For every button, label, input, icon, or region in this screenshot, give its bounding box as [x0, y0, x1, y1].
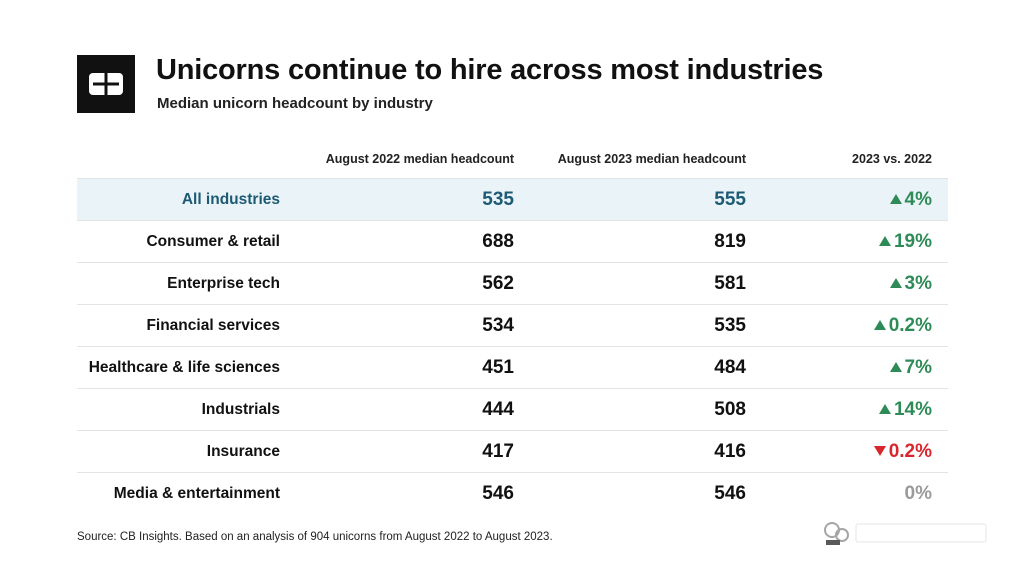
value-aug-2022: 546 [482, 483, 514, 504]
table-row: Media & entertainment 546 546 0% [77, 472, 948, 514]
page-subtitle: Median unicorn headcount by industry [157, 95, 433, 112]
change-value: 7% [889, 347, 932, 388]
cb-logo-icon [89, 73, 123, 95]
triangle-up-icon [878, 403, 891, 414]
change-percent: 3% [904, 273, 932, 294]
change-percent: 7% [904, 357, 932, 378]
industry-label: Industrials [201, 401, 280, 418]
industry-label: Insurance [206, 443, 280, 460]
value-aug-2023: 581 [714, 273, 746, 294]
value-aug-2023: 535 [714, 315, 746, 336]
industry-label: Consumer & retail [146, 233, 280, 250]
value-aug-2022: 417 [482, 441, 514, 462]
value-aug-2022: 688 [482, 231, 514, 252]
table-row: Insurance 417 416 0.2% [77, 430, 948, 472]
table-row: Financial services 534 535 0.2% [77, 304, 948, 346]
triangle-up-icon [889, 361, 902, 372]
value-aug-2022: 535 [482, 189, 514, 210]
wechat-watermark-icon [824, 522, 987, 545]
change-percent: 0% [904, 483, 932, 504]
watermark [820, 516, 1000, 550]
column-header-change: 2023 vs. 2022 [852, 152, 932, 166]
change-percent: 0.2% [888, 315, 932, 336]
change-percent: 4% [904, 189, 932, 210]
change-value: 14% [878, 389, 932, 430]
change-value: 0.2% [873, 431, 932, 472]
value-aug-2022: 562 [482, 273, 514, 294]
triangle-up-icon [873, 319, 886, 330]
table-row: Enterprise tech 562 581 3% [77, 262, 948, 304]
value-aug-2022: 451 [482, 357, 514, 378]
page-title: Unicorns continue to hire across most in… [156, 54, 824, 86]
triangle-up-icon [878, 235, 891, 246]
industry-label: All industries [181, 191, 280, 208]
industry-label: Healthcare & life sciences [88, 359, 280, 376]
table-row: Consumer & retail 688 819 19% [77, 220, 948, 262]
value-aug-2023: 484 [714, 357, 746, 378]
table-row: Healthcare & life sciences 451 484 7% [77, 346, 948, 388]
table-header: August 2022 median headcount August 2023… [77, 145, 948, 178]
triangle-down-icon [873, 445, 886, 456]
value-aug-2023: 555 [714, 189, 746, 210]
column-header-aug-2022: August 2022 median headcount [325, 152, 514, 166]
cb-insights-logo [77, 55, 135, 113]
change-percent: 0.2% [888, 441, 932, 462]
change-value: 0.2% [873, 305, 932, 346]
triangle-up-icon [889, 193, 902, 204]
change-value: 4% [889, 179, 932, 220]
column-header-aug-2023: August 2023 median headcount [557, 152, 746, 166]
table-row: All industries 535 555 4% [77, 178, 948, 220]
source-note: Source: CB Insights. Based on an analysi… [77, 531, 553, 543]
value-aug-2022: 534 [482, 315, 514, 336]
table-body: All industries 535 555 4% Consumer & retail 6… [77, 178, 948, 514]
change-percent: 14% [893, 399, 932, 420]
industry-label: Media & entertainment [113, 485, 280, 502]
value-aug-2023: 416 [714, 441, 746, 462]
change-percent: 19% [893, 231, 932, 252]
change-value: 3% [889, 263, 932, 304]
change-value: 19% [878, 221, 932, 262]
table-row: Industrials 444 508 14% [77, 388, 948, 430]
value-aug-2022: 444 [482, 399, 514, 420]
headcount-table: August 2022 median headcount August 2023… [77, 145, 948, 514]
value-aug-2023: 546 [714, 483, 746, 504]
triangle-up-icon [889, 277, 902, 288]
value-aug-2023: 508 [714, 399, 746, 420]
industry-label: Enterprise tech [167, 275, 280, 292]
change-value: 0% [905, 473, 932, 514]
industry-label: Financial services [146, 317, 280, 334]
value-aug-2023: 819 [714, 231, 746, 252]
